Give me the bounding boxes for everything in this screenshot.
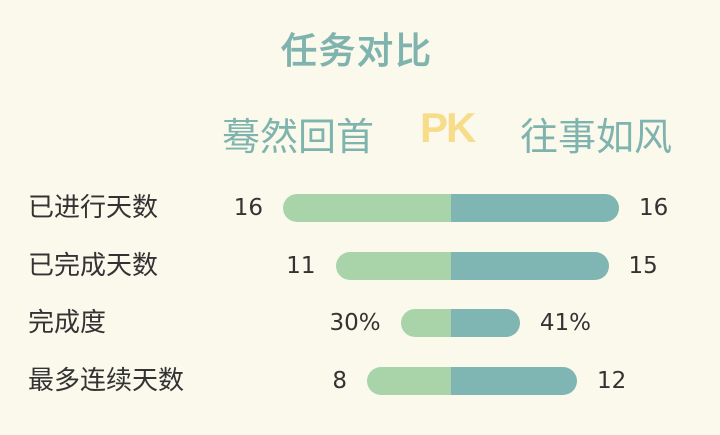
comparison-row: 完成度 30% 41% — [0, 303, 720, 343]
comparison-row: 已进行天数 16 16 — [0, 188, 720, 228]
left-value: 16 — [233, 195, 263, 221]
left-bar — [400, 309, 451, 337]
left-bar — [335, 251, 451, 280]
left-player-name: 蓦然回首 — [222, 115, 375, 159]
right-bar — [451, 251, 609, 280]
left-bar — [283, 194, 451, 222]
pk-label: PK — [420, 104, 476, 151]
right-bar — [451, 194, 619, 222]
row-label: 已进行天数 — [28, 193, 159, 223]
row-label: 完成度 — [28, 308, 107, 338]
right-value: 16 — [639, 195, 669, 221]
row-label: 最多连续天数 — [28, 365, 185, 396]
left-bar — [367, 366, 451, 395]
row-label: 已完成天数 — [28, 250, 159, 281]
right-value: 12 — [597, 367, 627, 394]
left-value: 8 — [332, 367, 347, 394]
right-value: 15 — [628, 252, 658, 279]
comparison-row: 最多连续天数 8 12 — [0, 361, 720, 401]
page-title: 任务对比 — [280, 31, 433, 72]
right-bar — [451, 309, 520, 337]
right-player-name: 往事如风 — [520, 115, 673, 159]
comparison-row: 已完成天数 11 15 — [0, 246, 720, 286]
right-bar — [451, 366, 577, 395]
left-value: 11 — [286, 252, 316, 279]
right-value: 41% — [539, 310, 591, 336]
left-value: 30% — [329, 310, 381, 336]
